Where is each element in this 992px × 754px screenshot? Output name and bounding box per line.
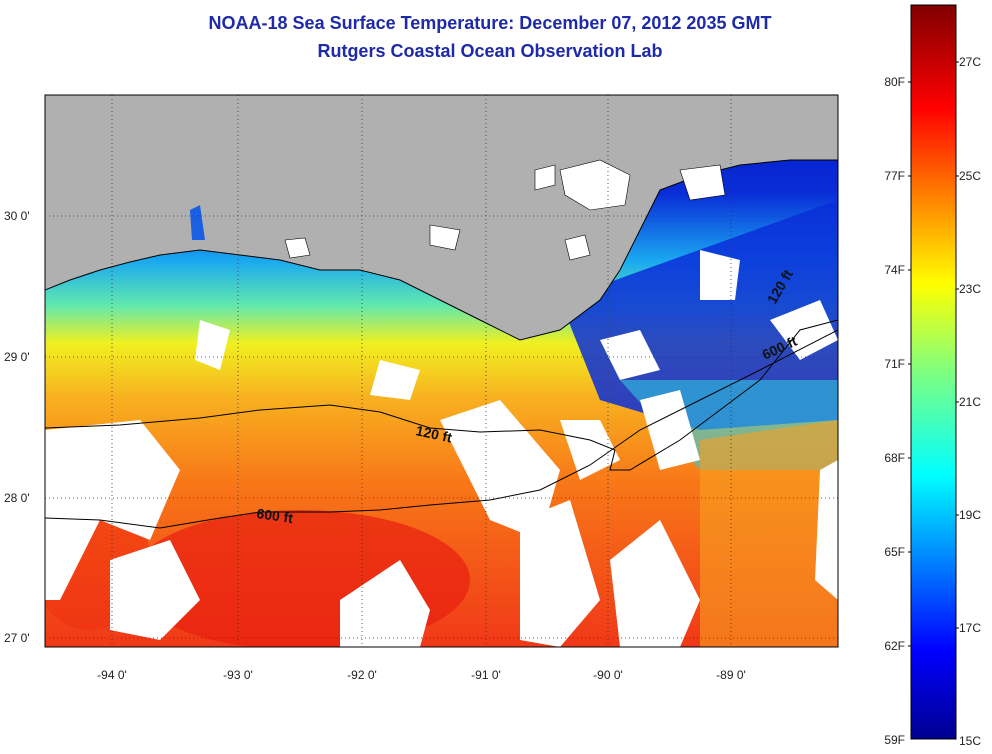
contour-600ft [45, 329, 838, 529]
colorbar-label-c: 19C [959, 508, 981, 522]
colorbar-label-f: 62F [884, 639, 905, 653]
map-plot-area [45, 95, 838, 647]
contour-120ft [45, 319, 838, 471]
land-mass [45, 95, 838, 341]
lat-label: 27 0' [4, 631, 30, 645]
colorbar-label-f: 65F [884, 545, 905, 559]
lon-label: -90 0' [593, 668, 623, 682]
lon-label: -92 0' [347, 668, 377, 682]
latitude-labels: 30 0' 29 0' 28 0' 27 0' [4, 209, 30, 645]
colorbar-label-c: 27C [959, 55, 981, 69]
colorbar-label-f: 71F [884, 357, 905, 371]
colorbar-label-f: 77F [884, 169, 905, 183]
longitude-labels: -94 0' -93 0' -92 0' -91 0' -90 0' -89 0… [97, 668, 746, 682]
lat-label: 28 0' [4, 491, 30, 505]
map-subtitle: Rutgers Coastal Ocean Observation Lab [317, 41, 663, 61]
map-title: NOAA-18 Sea Surface Temperature: Decembe… [208, 13, 772, 33]
colorbar-label-f: 74F [884, 263, 905, 277]
lat-label: 29 0' [4, 350, 30, 364]
graticule [45, 95, 838, 647]
colorbar-label-c: 23C [959, 282, 981, 296]
colorbar-label-c: 15C [959, 734, 981, 748]
colorbar-label-f: 80F [884, 75, 905, 89]
colorbar-label-c: 25C [959, 169, 981, 183]
lat-label: 30 0' [4, 209, 30, 223]
depth-label-600ft: 600 ft [256, 505, 295, 526]
colorbar-label-f: 68F [884, 451, 905, 465]
colorbar-label-f: 59F [884, 733, 905, 747]
colorbar-gradient [910, 4, 957, 740]
cloud-cover [45, 250, 838, 647]
colorbar-label-c: 17C [959, 621, 981, 635]
lon-label: -91 0' [471, 668, 501, 682]
colorbar: 80F 77F 74F 71F 68F 65F 62F 59F 27C 25C 23C 21C 19C 1… [884, 4, 981, 748]
colorbar-label-c: 21C [959, 395, 981, 409]
lon-label: -93 0' [223, 668, 253, 682]
lon-label: -89 0' [716, 668, 746, 682]
depth-label-120ft: 120 ft [414, 422, 453, 445]
map-frame [44, 94, 839, 648]
lon-label: -94 0' [97, 668, 127, 682]
